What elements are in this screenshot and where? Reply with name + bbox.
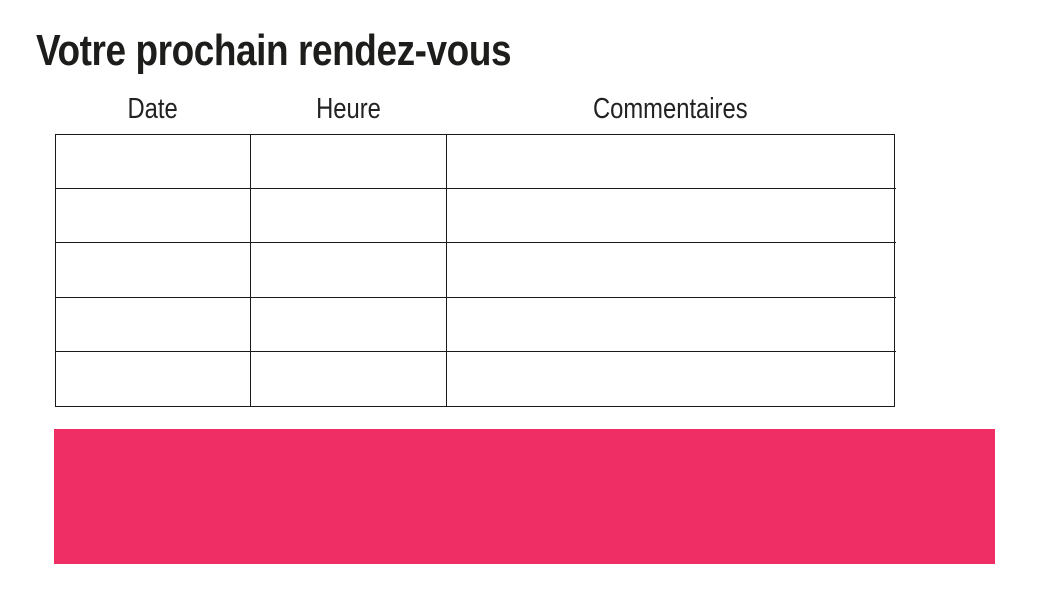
table-cell-date — [56, 189, 251, 243]
page-title: Votre prochain rendez-vous — [36, 26, 512, 75]
table-cell-heure — [251, 351, 447, 406]
table-cell-heure — [251, 189, 447, 243]
column-header-date-label: Date — [127, 92, 178, 125]
column-header-heure-label: Heure — [315, 92, 381, 125]
table-cell-heure — [251, 135, 447, 189]
table-row — [56, 297, 896, 352]
column-header-commentaires-label: Commentaires — [593, 92, 748, 125]
table-cell-commentaires — [447, 135, 896, 188]
table-cell-commentaires — [447, 189, 896, 242]
pink-banner — [54, 429, 995, 564]
table-cell-date — [56, 297, 251, 351]
table-cell-heure — [251, 243, 447, 297]
table-cell-commentaires — [447, 352, 896, 406]
table-row — [56, 351, 896, 406]
column-header-heure: Heure — [250, 90, 446, 128]
column-header-date: Date — [55, 90, 250, 128]
table-cell-commentaires — [447, 298, 896, 351]
table-row — [56, 189, 896, 244]
appointments-table — [55, 134, 896, 407]
column-header-commentaires: Commentaires — [446, 90, 895, 128]
table-cell-date — [56, 351, 251, 406]
table-cell-heure — [251, 297, 447, 351]
table-cell-date — [56, 243, 251, 297]
table-row — [56, 243, 896, 298]
table-row — [56, 135, 896, 190]
table-cell-date — [56, 135, 251, 189]
table-cell-commentaires — [447, 243, 896, 296]
table-column-headers: Date Heure Commentaires — [55, 90, 895, 128]
